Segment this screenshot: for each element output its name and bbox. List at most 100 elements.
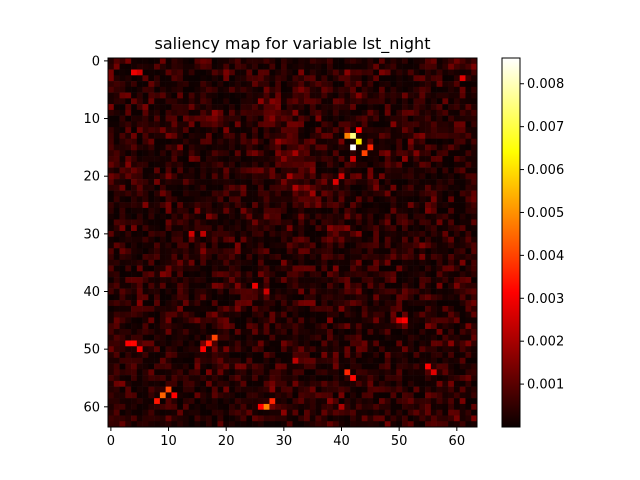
heatmap-cell bbox=[465, 121, 472, 128]
heatmap-cell bbox=[269, 190, 276, 197]
heatmap-cell bbox=[165, 156, 172, 163]
heatmap-cell bbox=[327, 409, 334, 416]
heatmap-cell bbox=[396, 115, 403, 122]
heatmap-cell bbox=[384, 375, 391, 382]
heatmap-cell bbox=[188, 392, 195, 399]
heatmap-cell bbox=[413, 179, 420, 186]
heatmap-cell bbox=[419, 127, 426, 134]
heatmap-cell bbox=[430, 219, 437, 226]
heatmap-cell bbox=[350, 115, 357, 122]
heatmap-cell bbox=[269, 167, 276, 174]
heatmap-cell bbox=[159, 58, 166, 65]
heatmap-cell bbox=[471, 207, 478, 214]
heatmap-cell bbox=[384, 144, 391, 151]
heatmap-cell bbox=[269, 69, 276, 76]
heatmap-cell bbox=[350, 167, 357, 174]
heatmap-cell bbox=[257, 104, 264, 111]
heatmap-cell bbox=[453, 323, 461, 330]
heatmap-cell bbox=[223, 265, 230, 272]
heatmap-cell bbox=[465, 230, 472, 238]
heatmap-cell bbox=[378, 156, 386, 163]
heatmap-cell bbox=[384, 294, 391, 301]
heatmap-cell bbox=[419, 352, 426, 359]
heatmap-cell bbox=[171, 202, 178, 209]
heatmap-cell bbox=[419, 265, 426, 272]
heatmap-cell bbox=[125, 282, 132, 289]
heatmap-cell bbox=[419, 311, 426, 318]
heatmap-cell bbox=[234, 63, 241, 70]
heatmap-cell bbox=[453, 363, 461, 370]
heatmap-cell bbox=[223, 380, 230, 387]
heatmap-cell bbox=[315, 184, 322, 191]
heatmap-cell bbox=[119, 282, 126, 289]
heatmap-cell bbox=[159, 259, 166, 266]
heatmap-cell bbox=[171, 213, 178, 220]
heatmap-cell bbox=[257, 282, 264, 289]
heatmap-cell bbox=[234, 323, 241, 330]
heatmap-cell bbox=[321, 334, 328, 341]
heatmap-cell bbox=[280, 167, 288, 174]
heatmap-cell bbox=[315, 288, 322, 295]
heatmap-cell bbox=[275, 254, 282, 261]
heatmap-cell bbox=[332, 403, 339, 411]
heatmap-cell bbox=[448, 409, 455, 416]
heatmap-cell bbox=[252, 386, 259, 393]
heatmap-cell bbox=[350, 121, 357, 128]
heatmap-cell bbox=[344, 150, 351, 157]
heatmap-cell bbox=[171, 294, 178, 301]
heatmap-cell bbox=[436, 363, 443, 370]
heatmap-cell bbox=[257, 386, 264, 393]
heatmap-cell bbox=[402, 156, 409, 163]
heatmap-cell bbox=[350, 363, 357, 370]
heatmap-cell bbox=[142, 288, 149, 295]
heatmap-cell bbox=[240, 230, 247, 238]
heatmap-cell bbox=[200, 271, 207, 278]
heatmap-cell bbox=[390, 392, 397, 399]
heatmap-cell bbox=[177, 109, 184, 116]
heatmap-cell bbox=[309, 357, 316, 364]
heatmap-cell bbox=[113, 265, 120, 272]
heatmap-cell bbox=[182, 375, 190, 382]
heatmap-cell bbox=[327, 58, 334, 65]
heatmap-cell bbox=[327, 392, 334, 399]
heatmap-cell bbox=[240, 207, 247, 214]
heatmap-cell bbox=[309, 254, 316, 261]
heatmap-cell bbox=[182, 323, 190, 330]
heatmap-cell bbox=[125, 340, 132, 347]
heatmap-cell bbox=[350, 138, 357, 145]
heatmap-cell bbox=[223, 132, 230, 140]
heatmap-cell bbox=[315, 254, 322, 261]
heatmap-cell bbox=[471, 346, 478, 353]
heatmap-cell bbox=[465, 132, 472, 140]
heatmap-cell bbox=[188, 86, 195, 93]
heatmap-cell bbox=[396, 138, 403, 145]
heatmap-cell bbox=[430, 369, 437, 376]
heatmap-cell bbox=[246, 398, 253, 405]
heatmap-cell bbox=[275, 156, 282, 163]
heatmap-cell bbox=[442, 213, 449, 220]
heatmap-cell bbox=[425, 190, 432, 197]
heatmap-cell bbox=[338, 156, 345, 163]
heatmap-cell bbox=[350, 254, 357, 261]
heatmap-cell bbox=[465, 86, 472, 93]
heatmap-cell bbox=[425, 392, 432, 399]
heatmap-cell bbox=[275, 277, 282, 284]
heatmap-cell bbox=[402, 115, 409, 122]
heatmap-cell bbox=[211, 121, 218, 128]
heatmap-cell bbox=[148, 144, 155, 151]
heatmap-cell bbox=[448, 161, 455, 168]
heatmap-cell bbox=[459, 259, 466, 266]
heatmap-cell bbox=[223, 254, 230, 261]
heatmap-cell bbox=[384, 288, 391, 295]
heatmap-cell bbox=[453, 277, 461, 284]
heatmap-cell bbox=[240, 323, 247, 330]
heatmap-cell bbox=[407, 219, 414, 226]
heatmap-cell bbox=[217, 161, 224, 168]
heatmap-cell bbox=[286, 415, 293, 422]
heatmap-cell bbox=[332, 230, 339, 238]
heatmap-cell bbox=[206, 173, 213, 180]
heatmap-cell bbox=[200, 150, 207, 157]
heatmap-cell bbox=[165, 259, 172, 266]
heatmap-cell bbox=[396, 98, 403, 105]
heatmap-cell bbox=[269, 225, 276, 232]
